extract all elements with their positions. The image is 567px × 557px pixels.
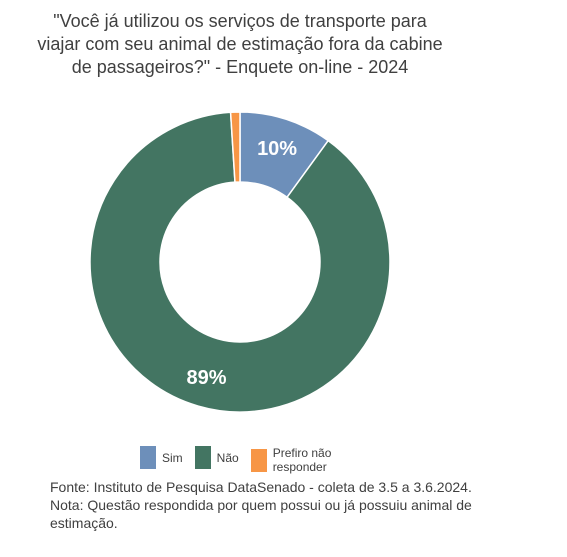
legend-label-line: Sim xyxy=(162,450,183,465)
note-line: Nota: Questão respondida por quem possui… xyxy=(50,497,472,513)
legend-label-line: Não xyxy=(216,450,239,465)
slice-prefiro-nao-responder xyxy=(229,111,241,183)
data-label-sim: 10% xyxy=(257,138,297,160)
legend: Sim Não Prefiro não responder xyxy=(140,446,363,474)
chart-title: "Você já utilizou os serviços de transpo… xyxy=(20,10,460,79)
chart-title-line: de passageiros?" - Enquete on-line - 202… xyxy=(71,57,409,77)
legend-entry-prefiro-nao-responder: Prefiro não responder xyxy=(250,446,351,474)
legend-entry-sim: Sim xyxy=(140,446,183,469)
source-note: Fonte: Instituto de Pesquisa DataSenado … xyxy=(50,479,472,495)
legend-swatch-nao xyxy=(194,446,211,469)
slice-nao xyxy=(89,111,391,413)
legend-label-prefiro-nao-responder: Prefiro não responder xyxy=(273,446,351,474)
legend-swatch-prefiro-nao-responder xyxy=(250,448,267,472)
chart-title-line: viajar com seu animal de estimação fora … xyxy=(37,34,443,54)
data-label-nao: 89% xyxy=(187,367,227,389)
footer-notes: Fonte: Instituto de Pesquisa DataSenado … xyxy=(50,478,555,532)
legend-label-line: responder xyxy=(272,460,327,474)
legend-label-sim: Sim xyxy=(162,451,183,465)
donut-chart: 10% 89% xyxy=(89,111,391,413)
legend-swatch-sim xyxy=(140,446,156,469)
legend-label-line: Prefiro não xyxy=(272,446,332,460)
legend-entry-nao: Não xyxy=(194,446,239,469)
note-line: estimação. xyxy=(50,515,118,531)
chart-title-line: "Você já utilizou os serviços de transpo… xyxy=(53,11,427,31)
legend-label-nao: Não xyxy=(217,451,239,465)
